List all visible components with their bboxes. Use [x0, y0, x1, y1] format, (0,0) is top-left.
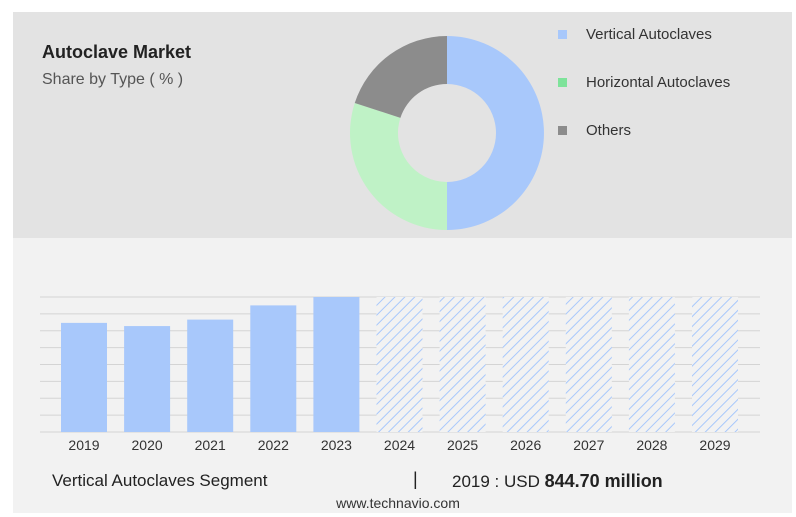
legend-swatch-others	[558, 125, 567, 135]
legend-swatch-vertical	[558, 29, 567, 39]
x-tick-label: 2027	[573, 437, 604, 453]
source-url[interactable]: www.technavio.com	[336, 495, 460, 511]
bar-2019	[61, 322, 107, 432]
x-tick-label: 2029	[699, 437, 730, 453]
segment-value-amount: 844.70 million	[544, 471, 663, 491]
bar-chart: 2019 2020 2021 2022 2023 2024 2025 2026 2027 2028…	[40, 296, 760, 453]
bar-2021	[187, 319, 234, 432]
bar-2020	[124, 326, 171, 432]
bar-2023	[313, 297, 360, 432]
footer-divider: |	[413, 469, 418, 489]
x-tick-label: 2028	[636, 437, 667, 453]
segment-value: 2019 : USD 844.70 million	[452, 471, 663, 492]
donut-slice-others	[354, 36, 447, 118]
chart-subtitle: Share by Type ( % )	[42, 71, 184, 88]
x-tick-label: 2023	[321, 437, 352, 453]
bar-2022	[250, 305, 297, 432]
forecast-bar-2029	[692, 297, 738, 432]
forecast-bar-2025	[439, 297, 486, 432]
donut-chart	[350, 36, 544, 230]
legend-label-horizontal: Horizontal Autoclaves	[586, 73, 731, 91]
legend-item-horizontal: Horizontal Autoclaves	[558, 72, 730, 92]
forecast-bar-2024	[376, 297, 423, 432]
segment-name: Vertical Autoclaves Segment	[52, 471, 268, 490]
x-tick-label: 2021	[195, 437, 226, 453]
legend-item-vertical: Vertical Autoclaves	[558, 24, 712, 44]
forecast-bar-2026	[502, 297, 549, 432]
legend-item-others: Others	[558, 120, 631, 140]
x-tick-label: 2026	[510, 437, 541, 453]
x-tick-label: 2019	[68, 437, 99, 453]
legend-swatch-horizontal	[558, 77, 567, 87]
x-tick-label: 2022	[258, 437, 289, 453]
segment-value-prefix: 2019 : USD	[452, 472, 540, 491]
x-tick-label: 2024	[384, 437, 415, 453]
legend-label-others: Others	[586, 121, 632, 139]
x-tick-label: 2020	[132, 437, 163, 453]
chart-title: Autoclave Market	[42, 42, 192, 62]
legend-label-vertical: Vertical Autoclaves	[586, 25, 712, 43]
donut-slice-horizontal-autoclaves	[350, 103, 447, 230]
x-tick-label: 2025	[447, 437, 478, 453]
donut-slice-vertical-autoclaves	[447, 36, 544, 230]
forecast-bar-2027	[565, 297, 612, 432]
forecast-bar-2028	[628, 297, 675, 432]
